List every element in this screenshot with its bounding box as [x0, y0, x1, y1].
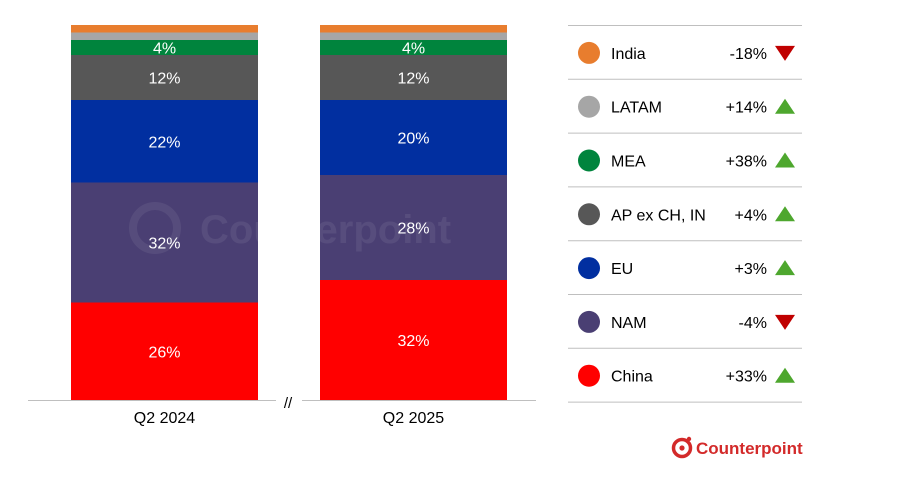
legend-change-value: +14% [726, 100, 767, 117]
legend-series-name: EU [611, 261, 633, 278]
bar-segment-4-1 [320, 40, 507, 55]
legend-series-name: India [611, 46, 646, 63]
bar-segment-4-0 [71, 40, 258, 55]
x-tick-label: Q2 2025 [383, 410, 444, 427]
legend-marker-icon [578, 149, 600, 172]
bar-segment-6-1 [320, 25, 507, 33]
legend-series-name: MEA [611, 154, 646, 171]
trend-up-arrow-icon [775, 206, 795, 222]
bar-data-label: 12% [148, 71, 180, 88]
bar-segment-0-1 [320, 280, 507, 400]
brand-name: Counterpoint [696, 439, 803, 458]
bar-data-label: 4% [153, 41, 176, 58]
legend-change-value: +33% [726, 369, 767, 386]
legend-marker-icon [578, 257, 600, 280]
bar-segment-2-1 [320, 100, 507, 175]
legend-marker-icon [578, 41, 600, 64]
bar-segment-2-0 [71, 100, 258, 183]
legend-marker-icon [578, 364, 600, 387]
x-tick-label: Q2 2024 [134, 410, 195, 427]
watermark-logo-icon [129, 202, 181, 254]
bar-data-label: 32% [148, 236, 180, 253]
legend-change-value: -4% [739, 315, 767, 332]
trend-up-arrow-icon [775, 260, 795, 276]
bar-data-label: 28% [397, 221, 429, 238]
legend-series-name: AP ex CH, IN [611, 207, 706, 224]
bar-segment-1-1 [320, 175, 507, 280]
x-axis: // [28, 395, 536, 412]
axis-break-mark: // [284, 395, 293, 412]
bar-data-label: 20% [397, 131, 429, 148]
bar-data-label: 32% [397, 333, 429, 350]
legend-marker-icon [578, 95, 600, 118]
legend-series-name: NAM [611, 315, 647, 332]
counterpoint-logo-icon [671, 436, 693, 459]
bar-segment-3-1 [320, 55, 507, 100]
bar-data-label: 4% [402, 41, 425, 58]
legend-change-value: +3% [735, 261, 767, 278]
trend-up-arrow-icon [775, 152, 795, 168]
trend-down-arrow-icon [775, 314, 795, 330]
legend-change-value: -18% [730, 46, 767, 63]
bar-data-label: 12% [397, 71, 429, 88]
bars-group: 26% 32% 22% 12% 4% 32% 28% 20% 12% 4% [71, 25, 507, 400]
legend-marker-icon [578, 203, 600, 226]
bar-segment-3-0 [71, 55, 258, 100]
trend-up-arrow-icon [775, 367, 795, 383]
watermark-text: Counterpoint [200, 208, 451, 252]
bar-segment-5-0 [71, 32, 258, 40]
trend-up-arrow-icon [775, 98, 795, 114]
bar-segment-1-0 [71, 182, 258, 303]
legend-series-name: LATAM [611, 100, 662, 117]
brand-logo: Counterpoint [671, 436, 803, 459]
watermark: Counterpoint [129, 202, 451, 254]
bar-data-label: 26% [148, 344, 180, 361]
legend-change-value: +4% [735, 207, 767, 224]
trend-down-arrow-icon [775, 45, 795, 61]
bar-segment-0-0 [71, 302, 258, 400]
legend-change-value: +38% [726, 154, 767, 171]
legend: India -18% LATAM +14% MEA +38% AP ex CH, IN +4%… [568, 25, 802, 403]
category-labels: Q2 2024 Q2 2025 [134, 410, 444, 427]
bar-segment-6-0 [71, 25, 258, 33]
legend-marker-icon [578, 310, 600, 333]
legend-series-name: China [611, 369, 653, 386]
bar-data-label: 22% [148, 134, 180, 151]
bar-segment-5-1 [320, 32, 507, 40]
